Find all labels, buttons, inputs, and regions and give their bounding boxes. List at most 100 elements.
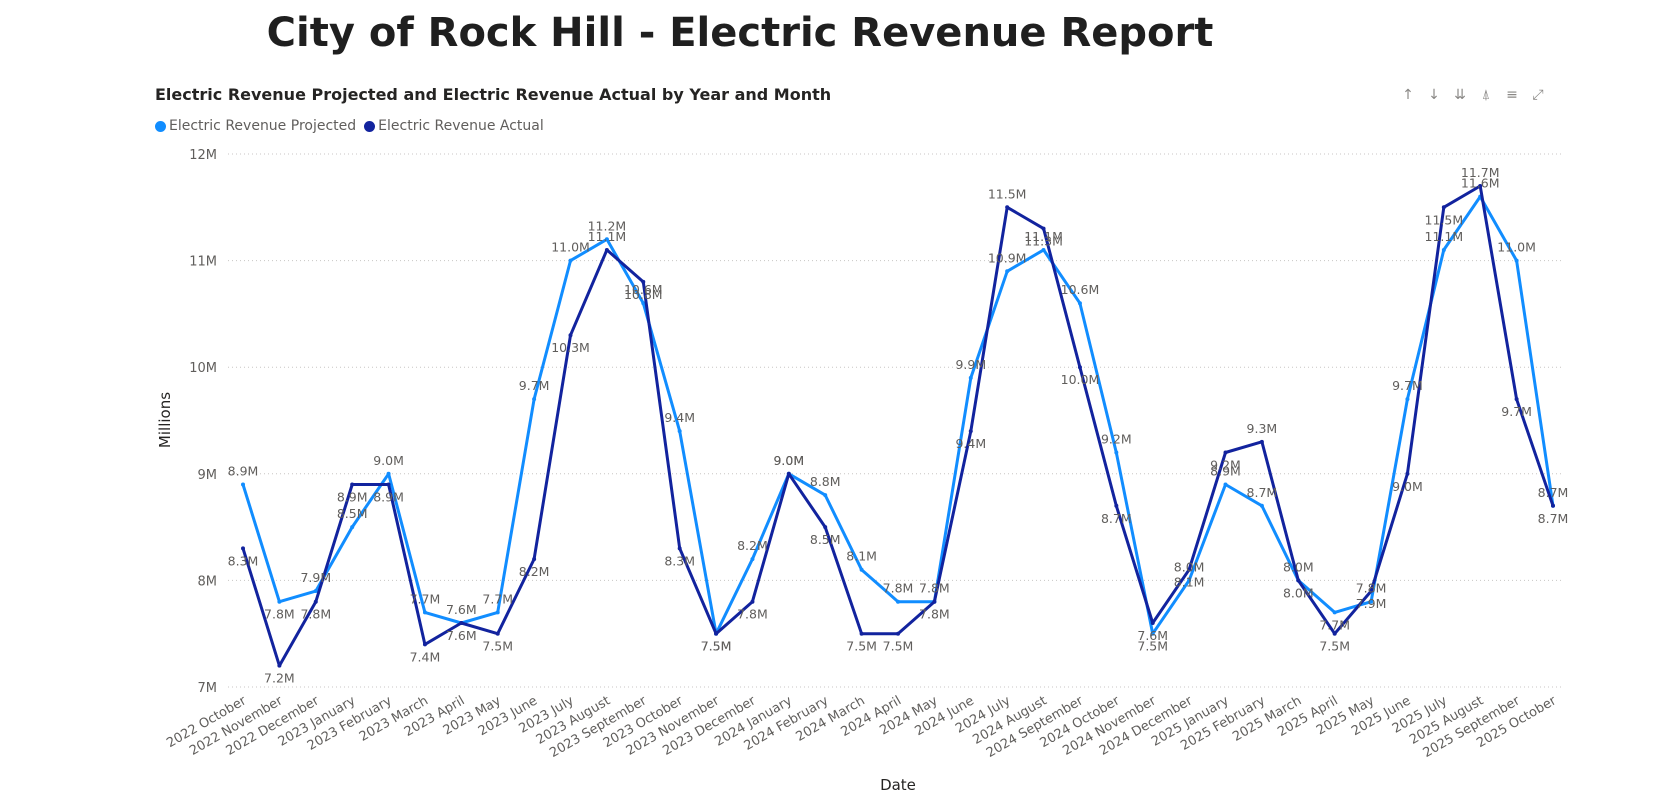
- data-label: 10.3M: [551, 340, 590, 355]
- data-point[interactable]: [422, 610, 427, 615]
- data-label: 9.2M: [1210, 457, 1241, 472]
- drill-up-icon[interactable]: ⍋: [1481, 87, 1491, 103]
- data-point[interactable]: [241, 546, 245, 551]
- data-point[interactable]: [968, 429, 973, 434]
- expand-all-icon[interactable]: ⇊: [1454, 87, 1466, 103]
- data-point[interactable]: [823, 493, 828, 498]
- data-point[interactable]: [1223, 482, 1228, 487]
- data-point[interactable]: [1005, 205, 1010, 210]
- data-point[interactable]: [1223, 450, 1228, 455]
- data-point[interactable]: [532, 397, 537, 402]
- data-point[interactable]: [1259, 503, 1264, 508]
- data-point[interactable]: [1405, 471, 1410, 476]
- data-point[interactable]: [641, 279, 646, 284]
- filter-icon[interactable]: ≡: [1506, 87, 1518, 103]
- data-point[interactable]: [1551, 503, 1555, 508]
- data-point[interactable]: [1441, 205, 1446, 210]
- data-point[interactable]: [604, 247, 609, 252]
- data-label: 7.4M: [410, 649, 441, 664]
- data-label: 7.6M: [446, 602, 477, 617]
- data-point[interactable]: [1332, 610, 1337, 615]
- data-label: 8.2M: [519, 564, 550, 579]
- data-label: 8.1M: [846, 549, 877, 564]
- data-point[interactable]: [568, 258, 573, 263]
- data-point[interactable]: [1405, 397, 1410, 402]
- data-point[interactable]: [495, 610, 500, 615]
- data-point[interactable]: [1369, 599, 1374, 604]
- data-label: 10.9M: [988, 250, 1027, 265]
- data-point[interactable]: [823, 525, 828, 530]
- data-point[interactable]: [859, 567, 864, 572]
- legend-item-projected[interactable]: Electric Revenue Projected: [155, 118, 356, 134]
- data-point[interactable]: [459, 621, 464, 626]
- data-point[interactable]: [896, 599, 900, 604]
- data-point[interactable]: [714, 631, 719, 636]
- data-point[interactable]: [313, 589, 318, 594]
- data-point[interactable]: [1150, 621, 1155, 626]
- data-point[interactable]: [1041, 247, 1046, 252]
- data-point[interactable]: [1369, 589, 1374, 594]
- legend-item-actual[interactable]: Electric Revenue Actual: [364, 118, 544, 134]
- data-label: 8.7M: [1538, 511, 1569, 526]
- data-point[interactable]: [604, 237, 609, 242]
- data-point[interactable]: [532, 557, 537, 562]
- data-point[interactable]: [677, 429, 682, 434]
- series-line-projected[interactable]: [241, 195, 1555, 636]
- data-point[interactable]: [277, 663, 282, 668]
- data-label: 11.1M: [1425, 229, 1464, 244]
- legend-label-actual: Electric Revenue Actual: [378, 118, 544, 134]
- data-point[interactable]: [386, 482, 391, 487]
- data-point[interactable]: [1187, 578, 1192, 583]
- data-point[interactable]: [1259, 439, 1264, 444]
- data-point[interactable]: [896, 631, 900, 636]
- data-point[interactable]: [968, 375, 973, 380]
- sort-ascending-icon[interactable]: ↑: [1402, 87, 1414, 103]
- data-point[interactable]: [241, 482, 245, 487]
- data-point[interactable]: [641, 301, 646, 306]
- data-point[interactable]: [422, 642, 427, 647]
- data-label: 9.7M: [1392, 378, 1423, 393]
- data-point[interactable]: [495, 631, 500, 636]
- data-point[interactable]: [1150, 631, 1155, 636]
- focus-mode-icon[interactable]: ⤢: [1532, 87, 1544, 103]
- data-label: 9.2M: [1101, 431, 1132, 446]
- data-point[interactable]: [313, 599, 318, 604]
- data-label: 8.5M: [810, 532, 841, 547]
- data-point[interactable]: [1187, 567, 1192, 572]
- data-point[interactable]: [1478, 183, 1483, 188]
- data-point[interactable]: [1114, 503, 1119, 508]
- data-point[interactable]: [859, 631, 864, 636]
- data-point[interactable]: [568, 333, 573, 338]
- data-label: 8.3M: [664, 553, 695, 568]
- data-label: 9.0M: [373, 453, 404, 468]
- data-point[interactable]: [750, 557, 755, 562]
- data-label: 11.0M: [1497, 240, 1536, 255]
- data-point[interactable]: [1441, 247, 1446, 252]
- legend-marker-actual: [364, 120, 376, 132]
- data-point[interactable]: [1041, 226, 1046, 231]
- data-point[interactable]: [1296, 578, 1301, 583]
- data-point[interactable]: [1514, 397, 1519, 402]
- data-point[interactable]: [750, 599, 755, 604]
- data-point[interactable]: [350, 482, 355, 487]
- data-label: 11.2M: [588, 218, 627, 233]
- data-point[interactable]: [1332, 631, 1337, 636]
- data-label: 9.4M: [955, 436, 986, 451]
- data-label: 7.5M: [1319, 639, 1350, 654]
- data-point[interactable]: [1114, 450, 1119, 455]
- data-point[interactable]: [1005, 269, 1010, 274]
- data-point[interactable]: [277, 599, 282, 604]
- data-point[interactable]: [350, 525, 355, 530]
- data-point[interactable]: [1077, 301, 1082, 306]
- data-point[interactable]: [386, 471, 391, 476]
- data-label: 11.7M: [1461, 165, 1500, 180]
- data-point[interactable]: [1514, 258, 1519, 263]
- data-point[interactable]: [932, 599, 937, 604]
- data-point[interactable]: [786, 471, 791, 476]
- data-point[interactable]: [677, 546, 682, 551]
- data-label: 11.0M: [551, 240, 590, 255]
- data-point[interactable]: [1077, 365, 1082, 370]
- sort-descending-icon[interactable]: ↓: [1428, 87, 1440, 103]
